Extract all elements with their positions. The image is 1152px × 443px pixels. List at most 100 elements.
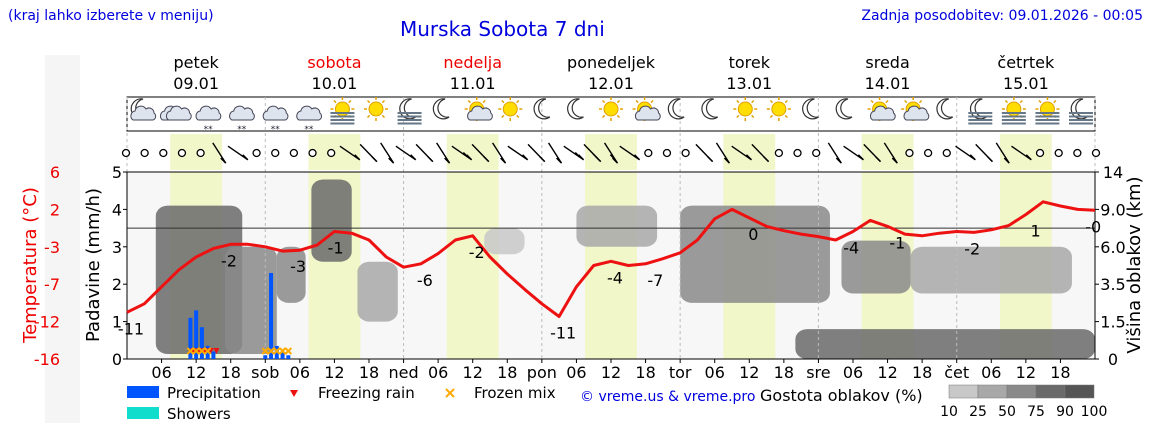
moon-icon [802, 98, 819, 120]
wind-barb [395, 145, 417, 161]
wind-calm-marker [905, 148, 914, 158]
temp-tick-label: 2 [50, 200, 60, 219]
wind-barb [436, 142, 451, 164]
day-date-label: 15.01 [1003, 74, 1049, 93]
fog-sun-icon [1035, 97, 1060, 125]
last-updated: Zadnja posodobitev: 09.01.2026 - 00:05 [861, 8, 1143, 24]
cloud-shape [195, 105, 222, 121]
wind-barb-flag [427, 156, 434, 163]
snow-flakes: ** [271, 125, 281, 135]
moon-shape [802, 98, 819, 120]
sun-ray [904, 99, 908, 104]
frozen-mix-marker [261, 347, 269, 355]
cloud-cover-area [910, 246, 1072, 294]
x-tick-label: 18 [912, 363, 932, 382]
wind-barb [492, 142, 507, 164]
snow-cloud-icon: ** [296, 105, 322, 135]
sun-ray [918, 99, 923, 104]
cloud-cover-area [841, 240, 911, 294]
frozen-mix-marker [267, 347, 275, 355]
cloud-density-swatch [948, 384, 979, 399]
fog-sun-icon [330, 97, 355, 125]
precip-tick-label: 5 [112, 163, 122, 182]
wind-barb-flag [522, 154, 529, 161]
wind-barb [715, 142, 730, 164]
sun-ray [1004, 99, 1009, 104]
wind-calm-marker [644, 148, 653, 158]
cloud-icon [159, 105, 192, 121]
temp-value-label: -2 [964, 239, 980, 258]
cloud-cover-area [484, 228, 525, 255]
sun-ray [650, 99, 654, 104]
precipitation-bar [205, 345, 210, 359]
sun-ray [333, 99, 337, 104]
day-date-label: 09.01 [173, 74, 219, 93]
legend-cloud-density-title: Gostota oblakov (%) [760, 386, 923, 405]
cloud-height-tick-label: 0 [1108, 350, 1118, 369]
wind-barb-flag [371, 156, 378, 163]
wind-barb-flag [969, 154, 976, 161]
precipitation-bar [280, 351, 285, 359]
x-tick-label: 12 [186, 363, 206, 382]
sun-ray [601, 114, 606, 119]
frozen-mix-marker [186, 347, 195, 355]
moon-shape [701, 98, 719, 120]
moon-icon [432, 98, 450, 120]
cloud-height-tick-label: 6.0 [1100, 238, 1125, 257]
wind-calm-marker [327, 148, 336, 158]
cloud-cover-area [155, 205, 243, 355]
moon-shape [567, 98, 584, 120]
snow-flakes: ** [237, 125, 247, 135]
sun-ray [366, 99, 371, 104]
legend-frozen-icon [445, 388, 455, 398]
temperature-line [126, 200, 1096, 318]
sun-shape [771, 101, 787, 117]
wind-barb-flag [483, 156, 490, 163]
wind-barb-flag [986, 156, 993, 163]
day-name-label: četrtek [997, 53, 1055, 72]
cloud-shape [229, 105, 255, 121]
snow-cloud-icon: ** [195, 105, 222, 135]
precipitation-bar [263, 355, 268, 359]
wind-barb-flag [634, 154, 641, 161]
wind-barb-flag [707, 156, 714, 163]
x-tick-label: 18 [359, 363, 379, 382]
sun-icon [364, 97, 388, 121]
day-name-label: ponedeljek [567, 53, 656, 72]
wind-barb-flag [462, 152, 469, 159]
wind-barb [843, 145, 864, 161]
cloud-density-level: 50 [998, 404, 1016, 420]
region-hint-link[interactable]: (kraj lahko izberete v meniju) [8, 8, 214, 24]
wind-barb-flag [500, 157, 507, 164]
precipitation-bar [274, 345, 279, 359]
sun-ray [1038, 99, 1042, 104]
wind-calm-marker [1073, 148, 1082, 158]
sun-ray [601, 99, 606, 104]
fog-moon-icon [1069, 98, 1093, 125]
wind-barb-flag [354, 154, 361, 161]
cloud-density-swatch [1006, 384, 1037, 399]
cloud-density-level: 75 [1027, 404, 1045, 420]
wind-barb-flag [857, 154, 864, 161]
snow-cloud-icon: ** [262, 105, 289, 135]
cloud-shape [634, 105, 661, 121]
wind-barb-flag [574, 152, 581, 159]
frozen-mix-marker [192, 347, 200, 355]
fog-moon-icon [968, 98, 993, 125]
daylight-band-wind [723, 134, 776, 170]
temp-value-label: -1 [889, 233, 905, 252]
sun-icon [733, 97, 758, 121]
sun-ray [381, 99, 386, 104]
wind-calm-marker [1091, 148, 1101, 158]
x-tick-label: 06 [843, 363, 863, 382]
wind-barb-flag [220, 157, 227, 164]
frozen-mix-marker [284, 347, 293, 355]
sun-ray [784, 114, 788, 119]
cloud-shape [165, 105, 192, 121]
temp-tick-label: -3 [44, 238, 60, 257]
sun-shape [737, 101, 753, 117]
sun-ray [516, 99, 520, 104]
temp-tick-label: -16 [34, 350, 60, 369]
moon-shape [667, 98, 685, 120]
x-tick-label: 06 [428, 363, 448, 382]
